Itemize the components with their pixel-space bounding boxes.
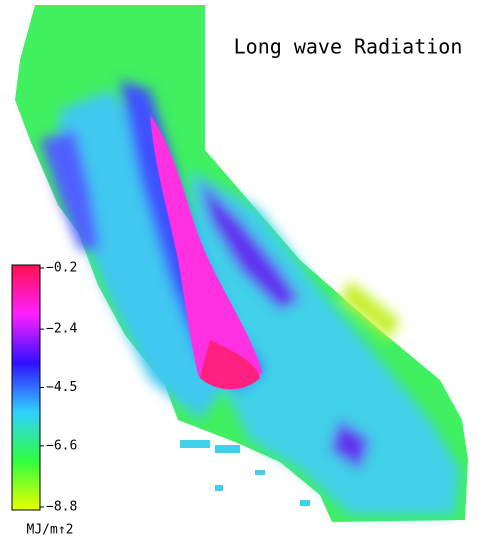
colorbar-tick-label: −0.2 (46, 261, 77, 276)
colorbar-unit: MJ/m↑2 (27, 523, 74, 538)
map-title: Long wave Radiation (234, 35, 463, 59)
colorbar-tick-label: −8.8 (46, 500, 77, 515)
colorbar-tick-label: −4.5 (46, 380, 77, 395)
california (15, 5, 468, 522)
colorbar (11, 264, 41, 511)
colorbar-tick-label: −2.4 (46, 322, 77, 337)
colorbar-tick-label: −6.6 (46, 438, 77, 453)
